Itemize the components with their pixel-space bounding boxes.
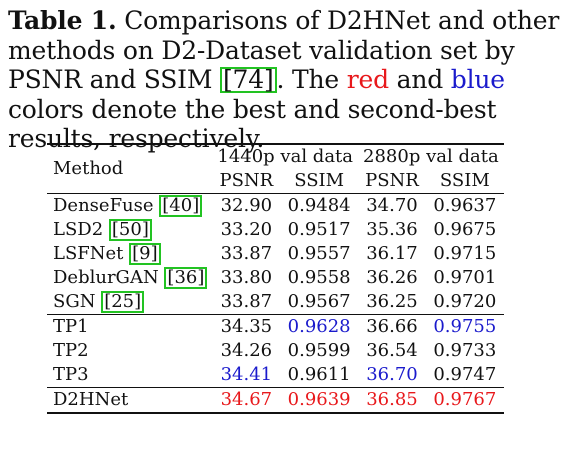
table-row: SGN [25] 33.87 0.9567 36.25 0.9720 [47, 290, 504, 315]
table-header-row: Method 1440p val data 2880p val data [47, 143, 504, 194]
psnr-2880p-cell: 36.54 [366, 340, 418, 361]
ssim-2880p-cell: 0.9675 [433, 219, 497, 240]
method-name: SGN [53, 291, 102, 312]
table-row: TP2 34.26 0.9599 36.54 0.9733 [47, 339, 504, 363]
citation-link[interactable]: [40] [159, 195, 203, 217]
caption-citation-link[interactable]: [74] [219, 67, 277, 93]
ssim-1440p-cell: 0.9611 [287, 364, 351, 385]
ssim-1440p-cell: 0.9599 [287, 340, 351, 361]
ssim-1440p-cell: 0.9567 [287, 291, 351, 312]
psnr-1440p-cell: 33.80 [220, 267, 273, 288]
caption-blue-word: blue [450, 65, 505, 94]
psnr-1440p-cell: 34.67 [212, 387, 281, 414]
method-name: DenseFuse [53, 195, 160, 216]
table-row: DenseFuse [40] 32.90 0.9484 34.70 0.9637 [47, 193, 504, 218]
method-name-cell: TP3 [47, 363, 212, 388]
ssim-2880p-cell: 0.9701 [433, 267, 497, 288]
psnr-2880p-cell: 36.25 [366, 291, 418, 312]
method-name: LSD2 [53, 219, 109, 240]
method-header: Method [47, 143, 213, 194]
method-name-cell: TP1 [47, 314, 213, 339]
citation-link[interactable]: [50] [108, 219, 152, 241]
psnr-2880p-cell: 34.70 [358, 193, 426, 218]
citation-link[interactable]: [9] [129, 243, 161, 265]
method-name-cell: TP2 [47, 339, 212, 363]
method-name: D2HNet [53, 389, 129, 410]
method-name-cell: D2HNet [47, 387, 213, 414]
group-header-2880p: 2880p val data [358, 143, 504, 169]
psnr-1440p-cell: 32.90 [212, 193, 281, 218]
table-row: LSD2 [50] 33.20 0.9517 35.36 0.9675 [47, 218, 504, 242]
caption-text: and [388, 65, 451, 94]
ssim-2880p-cell: 0.9747 [433, 364, 497, 385]
ssim-2880p-cell: 0.9767 [425, 387, 504, 414]
method-name: DeblurGAN [53, 267, 165, 288]
table-row: D2HNet 34.67 0.9639 36.85 0.9767 [47, 387, 504, 414]
method-name-cell: SGN [25] [47, 290, 212, 315]
ssim-1440p-cell: 0.9558 [287, 267, 351, 288]
method-name: TP2 [53, 340, 89, 361]
psnr-2880p-cell: 36.17 [366, 243, 418, 264]
ssim-2880p-cell: 0.9755 [425, 314, 504, 339]
psnr-header-2880p: PSNR [365, 170, 419, 191]
method-name: LSFNet [53, 243, 130, 264]
ssim-header-1440p: SSIM [294, 170, 345, 191]
ssim-header-2880p: SSIM [439, 170, 490, 191]
psnr-1440p-cell: 33.87 [220, 243, 273, 264]
citation-link[interactable]: [36] [164, 267, 208, 289]
psnr-1440p-cell: 33.87 [220, 291, 273, 312]
psnr-2880p-cell: 36.85 [358, 387, 426, 414]
psnr-1440p-cell: 33.20 [220, 219, 273, 240]
caption-red-word: red [346, 65, 389, 94]
method-name-cell: LSFNet [9] [47, 242, 212, 266]
table-subheader-row: PSNR SSIM PSNR SSIM [47, 169, 504, 194]
table-body: DenseFuse [40] 32.90 0.9484 34.70 0.9637 LSD2… [47, 193, 504, 414]
ssim-2880p-cell: 0.9733 [433, 340, 497, 361]
method-name: TP3 [53, 364, 89, 385]
ssim-2880p-cell: 0.9715 [433, 243, 497, 264]
results-table: Method 1440p val data 2880p val data PSN… [47, 143, 504, 414]
table-row: TP1 34.35 0.9628 36.66 0.9755 [47, 314, 504, 339]
psnr-2880p-cell: 35.36 [366, 219, 418, 240]
psnr-1440p-cell: 34.41 [220, 364, 273, 385]
table-row: DeblurGAN [36] 33.80 0.9558 36.26 0.9701 [47, 266, 504, 290]
citation-link[interactable]: [25] [101, 291, 145, 313]
method-name-cell: DenseFuse [40] [47, 193, 213, 218]
psnr-header-1440p: PSNR [219, 170, 274, 191]
ssim-1440p-cell: 0.9628 [280, 314, 359, 339]
ssim-2880p-cell: 0.9720 [433, 291, 497, 312]
group-header-1440p: 1440p val data [212, 143, 359, 169]
psnr-2880p-cell: 36.66 [358, 314, 426, 339]
method-name-cell: DeblurGAN [36] [47, 266, 212, 290]
method-name-cell: LSD2 [50] [47, 218, 212, 242]
ssim-1440p-cell: 0.9484 [280, 193, 359, 218]
psnr-2880p-cell: 36.26 [366, 267, 418, 288]
psnr-1440p-cell: 34.35 [212, 314, 281, 339]
ssim-1440p-cell: 0.9517 [287, 219, 351, 240]
table-row: LSFNet [9] 33.87 0.9557 36.17 0.9715 [47, 242, 504, 266]
caption-text: Comparisons of D2HNet and other methods … [8, 6, 560, 94]
ssim-1440p-cell: 0.9557 [287, 243, 351, 264]
ssim-1440p-cell: 0.9639 [280, 387, 359, 414]
psnr-1440p-cell: 34.26 [220, 340, 273, 361]
caption-label: Table 1. [8, 6, 117, 35]
caption-text: . The [276, 65, 347, 94]
psnr-2880p-cell: 36.70 [366, 364, 418, 385]
table-row: TP3 34.41 0.9611 36.70 0.9747 [47, 363, 504, 388]
ssim-2880p-cell: 0.9637 [425, 193, 504, 218]
table-caption: Table 1. Comparisons of D2HNet and other… [8, 6, 570, 154]
method-name: TP1 [53, 316, 89, 337]
